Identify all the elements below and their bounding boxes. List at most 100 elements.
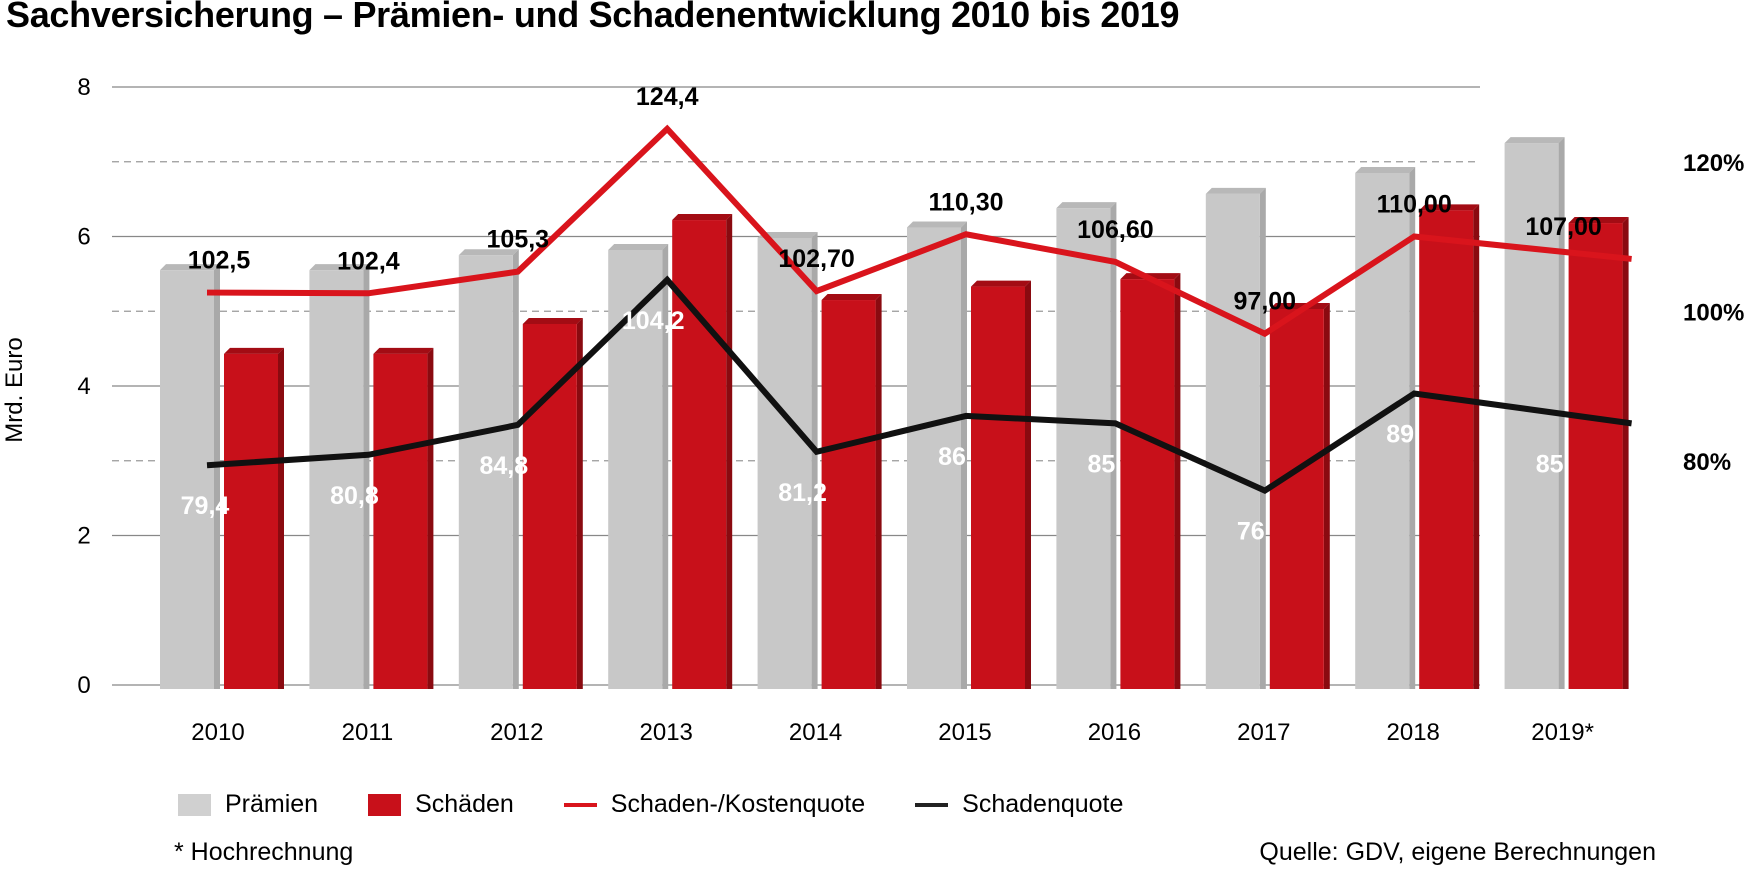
bar-schaeden-side: [875, 294, 882, 689]
legend-item-praemien: Prämien: [178, 790, 318, 819]
legend-label-schadenquote: Schadenquote: [962, 790, 1124, 818]
bar-praemien-top: [309, 264, 370, 271]
bar-schaeden-side: [1473, 204, 1480, 689]
bar-schaeden-side: [278, 347, 284, 689]
bar-schaeden-side: [576, 317, 583, 689]
bar-schaeden-top: [821, 294, 882, 301]
y-tick-label: 8: [77, 74, 90, 101]
line-schaden-kostenquote: [206, 124, 1632, 338]
label-schadenquote: 76: [1237, 518, 1265, 546]
bar-praemien: [907, 227, 961, 689]
bar-praemien-top: [757, 231, 818, 238]
y2-tick-label: 120%: [1683, 150, 1744, 177]
label-kostenquote: 105,3: [487, 226, 550, 254]
bar-praemien-top: [1056, 202, 1117, 209]
bar-praemien: [608, 249, 663, 689]
bar-praemien-top: [160, 264, 220, 271]
legend-swatch-praemien: [178, 793, 211, 816]
label-schadenquote: 86: [938, 443, 966, 471]
bar-praemien-top: [608, 243, 669, 250]
legend-swatch-schadenquote: [915, 802, 949, 807]
x-tick-label: 2017: [1237, 719, 1290, 746]
label-schadenquote: 84,8: [479, 452, 528, 480]
label-kostenquote: 102,4: [337, 247, 400, 275]
x-tick-label: 2013: [640, 719, 693, 746]
legend-label-praemien: Prämien: [225, 790, 319, 818]
bar-praemien-side: [1259, 187, 1266, 689]
bar-schaeden-side: [427, 347, 434, 689]
bar-schaeden: [821, 300, 876, 689]
legend-swatch-schaeden: [368, 793, 402, 816]
bar-schaeden: [373, 353, 428, 689]
label-schadenquote: 104,2: [622, 307, 685, 335]
bar-praemien-side: [363, 264, 370, 689]
bar-praemien: [1504, 143, 1559, 689]
bar-praemien-side: [214, 264, 220, 689]
legend-item-schadenquote: Schadenquote: [915, 790, 1123, 819]
line-schadenquote: [206, 275, 1633, 495]
bar-praemien-top: [1355, 166, 1416, 173]
bar-praemien-top: [1504, 137, 1565, 144]
bar-praemien-side: [662, 243, 669, 689]
bar-schaeden-side: [1622, 217, 1629, 690]
legend-label-kostenquote: Schaden-/Kostenquote: [610, 790, 866, 818]
legend-item-schaeden: Schäden: [368, 790, 514, 819]
y-axis-title: Mrd. Euro: [1, 337, 28, 442]
chart-plot: 0 2 4 6 8 80% 100% 120% Mrd. Euro 2010 2011 2012 201…: [1, 74, 1744, 746]
bar-schaeden: [1568, 223, 1623, 690]
bar-schaeden-top: [1568, 217, 1629, 224]
label-kostenquote: 102,70: [778, 245, 854, 273]
bar-schaeden-top: [373, 347, 434, 354]
bar-schaeden: [522, 323, 577, 689]
bar-schaeden-top: [522, 317, 583, 324]
bar-schaeden: [1419, 210, 1474, 689]
bar-praemien-side: [811, 231, 818, 689]
label-schadenquote: 85: [1087, 450, 1115, 478]
x-tick-label: 2014: [789, 719, 842, 746]
label-kostenquote: 110,30: [928, 188, 1003, 216]
y-tick-label: 6: [77, 224, 90, 251]
label-kostenquote: 107,00: [1525, 213, 1601, 241]
bar-praemien: [1056, 208, 1111, 689]
bar-praemien-side: [512, 249, 519, 689]
label-kostenquote: 97,00: [1234, 288, 1297, 316]
footnote: * Hochrechnung: [174, 838, 354, 866]
x-tick-label: 2012: [490, 719, 543, 746]
bar-schaeden-side: [1323, 303, 1330, 689]
chart-legend: Prämien Schäden Schaden-/Kostenquote Sch…: [178, 790, 1173, 819]
bar-schaeden-top: [1419, 204, 1480, 211]
bar-schaeden-side: [1174, 273, 1181, 689]
bar-praemien: [309, 270, 364, 689]
bar-schaeden: [224, 353, 278, 689]
bar-praemien-top: [458, 249, 519, 256]
y2-tick-label: 80%: [1683, 449, 1731, 476]
label-schadenquote: 81,2: [778, 479, 827, 507]
label-kostenquote: 124,4: [636, 83, 699, 111]
label-schadenquote: 80,8: [330, 482, 379, 510]
x-tick-label: 2018: [1387, 719, 1440, 746]
legend-swatch-kostenquote: [563, 802, 597, 807]
x-tick-label: 2011: [342, 719, 394, 746]
label-schadenquote: 85: [1536, 450, 1564, 478]
bar-praemien-side: [1409, 166, 1416, 689]
bar-praemien: [458, 255, 513, 689]
bar-schaeden-side: [726, 214, 733, 689]
x-tick-label: 2016: [1088, 719, 1141, 746]
bar-praemien-top: [1205, 187, 1266, 194]
bar-praemien: [160, 270, 214, 689]
bar-schaeden-top: [672, 214, 733, 221]
label-schadenquote: 79,4: [181, 492, 230, 520]
y2-tick-label: 100%: [1683, 299, 1744, 326]
bar-praemien-top: [907, 221, 967, 228]
legend-item-kostenquote: Schaden-/Kostenquote: [563, 790, 866, 819]
label-schadenquote: 89: [1386, 420, 1414, 448]
label-kostenquote: 110,00: [1377, 191, 1452, 219]
label-kostenquote: 102,5: [188, 247, 251, 275]
chart-title: Sachversicherung – Prämien- und Schadene…: [6, 0, 1180, 35]
bar-schaeden-top: [971, 280, 1031, 287]
bar-praemien-side: [1110, 202, 1117, 689]
bar-schaeden: [1120, 279, 1175, 689]
x-tick-label: 2010: [191, 719, 244, 746]
bar-praemien: [1205, 193, 1260, 689]
label-kostenquote: 106,60: [1077, 216, 1153, 244]
